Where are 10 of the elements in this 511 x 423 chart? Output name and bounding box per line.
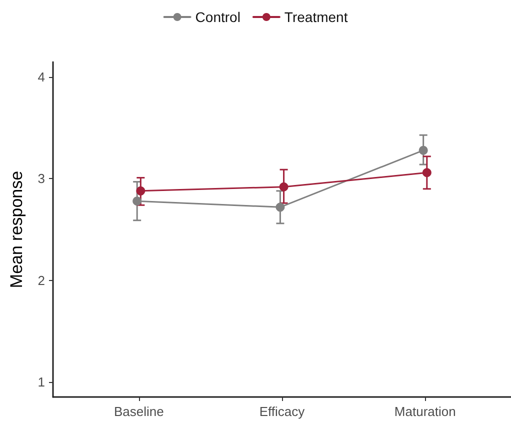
legend-label: Control	[195, 9, 240, 25]
y-axis-title: Mean response	[7, 170, 26, 288]
y-tick-label: 1	[38, 374, 45, 390]
y-tick-label: 4	[38, 70, 45, 85]
x-tick-label: Maturation	[394, 404, 456, 419]
y-tick-label: 2	[38, 272, 45, 288]
x-tick-label: Baseline	[114, 404, 164, 419]
y-tick-label: 3	[38, 171, 45, 186]
x-tick-label: Efficacy	[259, 404, 306, 419]
legend-label: Treatment	[284, 9, 348, 25]
